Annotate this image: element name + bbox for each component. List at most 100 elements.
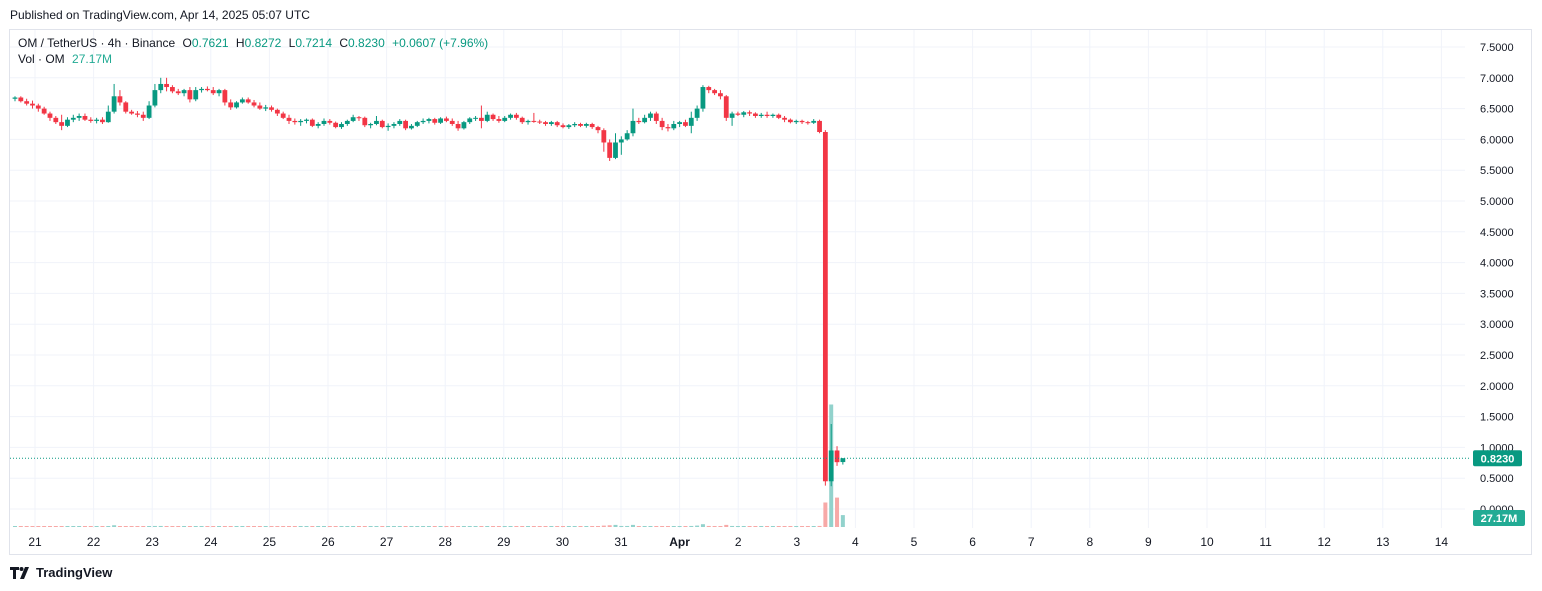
candle-body	[537, 121, 543, 123]
time-tick-label: 28	[439, 535, 453, 549]
candle-body	[718, 93, 723, 97]
candle-body	[811, 120, 817, 123]
open-value: 0.7621	[191, 36, 229, 50]
volume-bar	[502, 526, 507, 527]
candle-body	[741, 112, 747, 115]
time-tick-label: 3	[793, 535, 800, 549]
candle-body	[455, 124, 461, 129]
volume-bar	[217, 526, 222, 527]
footer-brand[interactable]: TradingView	[10, 565, 112, 580]
volume-bar	[147, 526, 152, 527]
candle-body	[339, 124, 344, 128]
volume-bar	[257, 526, 262, 527]
symbol-title[interactable]: OM / TetherUS · 4h · Binance	[18, 36, 176, 50]
candle-body	[723, 96, 729, 118]
volume-bar	[65, 526, 70, 527]
candle-body	[787, 119, 793, 123]
candle-body	[624, 133, 630, 140]
candle-body	[228, 102, 234, 108]
volume-bar	[123, 526, 128, 527]
candle-body	[589, 124, 595, 128]
price-tick-label: 2.5000	[1480, 350, 1514, 362]
candle-body	[65, 119, 70, 126]
candle-body	[315, 124, 321, 126]
candle-body	[665, 127, 671, 129]
candle-body	[782, 117, 787, 120]
volume-bar	[193, 526, 198, 527]
time-tick-label: 29	[497, 535, 511, 549]
volume-bar	[24, 526, 29, 527]
volume-bar	[531, 526, 536, 527]
volume-bar	[47, 526, 52, 527]
candle-body	[222, 90, 228, 103]
candle-body	[274, 109, 280, 114]
candle-body	[793, 120, 799, 123]
volume-bar	[496, 526, 501, 527]
candle-body	[607, 142, 613, 158]
volume-bar	[240, 526, 245, 527]
candle-body	[59, 122, 65, 126]
candle-body	[578, 124, 583, 126]
volume-bar	[741, 526, 746, 527]
volume-bar	[625, 525, 630, 527]
price-tick-label: 3.5000	[1480, 288, 1514, 300]
candle-body	[368, 124, 374, 126]
candle-body	[683, 122, 688, 126]
candle-body	[770, 114, 776, 116]
candle-body	[193, 90, 199, 100]
time-tick-label: 31	[614, 535, 628, 549]
volume-bar	[13, 526, 17, 527]
volume-bar	[310, 526, 315, 527]
candle-body	[362, 117, 368, 126]
volume-bar	[117, 526, 122, 527]
candle-body	[420, 120, 426, 123]
brand-name: TradingView	[36, 565, 113, 580]
volume-label: Vol · OM	[18, 52, 65, 66]
current-price-badge	[1473, 450, 1522, 467]
price-tick-label: 4.5000	[1480, 227, 1514, 239]
candle-body	[24, 101, 30, 104]
time-tick-label: 24	[204, 535, 218, 549]
time-tick-label: 13	[1376, 535, 1390, 549]
volume-bar	[176, 526, 181, 527]
candle-body	[158, 83, 164, 91]
candle-body	[146, 105, 152, 118]
low-value: 0.7214	[295, 36, 333, 50]
candle-body	[379, 120, 385, 128]
volume-bar	[129, 526, 134, 527]
volume-bar	[724, 524, 729, 527]
price-tick-label: 6.0000	[1480, 134, 1514, 146]
price-tick-label: 4.0000	[1480, 258, 1514, 270]
volume-bar	[106, 526, 111, 527]
time-tick-label: 21	[28, 535, 42, 549]
candle-body	[747, 112, 752, 114]
volume-bar	[543, 526, 548, 527]
candle-body	[653, 113, 659, 121]
volume-bar	[269, 526, 274, 527]
candle-body	[508, 114, 513, 118]
candle-body	[263, 107, 269, 109]
time-tick-label: 8	[1086, 535, 1093, 549]
candle-body	[426, 119, 432, 121]
volume-bar	[776, 526, 781, 527]
volume-bar	[817, 525, 822, 527]
candle-body	[181, 90, 187, 94]
candle-body	[245, 99, 251, 103]
candle-body	[613, 142, 618, 158]
candle-body	[601, 130, 607, 143]
candle-body	[117, 96, 123, 103]
volume-bar	[456, 526, 461, 527]
candle-body	[648, 113, 653, 118]
volume-bar	[287, 526, 292, 527]
volume-bar	[479, 526, 484, 527]
volume-bar	[77, 526, 82, 527]
volume-bar	[397, 526, 402, 527]
price-tick-label: 3.0000	[1480, 319, 1514, 331]
candle-body	[554, 122, 560, 126]
volume-badge	[1473, 510, 1525, 526]
candle-body	[216, 90, 222, 94]
volume-bar	[391, 526, 396, 527]
volume-bar	[782, 526, 787, 527]
volume-bar	[619, 525, 624, 527]
